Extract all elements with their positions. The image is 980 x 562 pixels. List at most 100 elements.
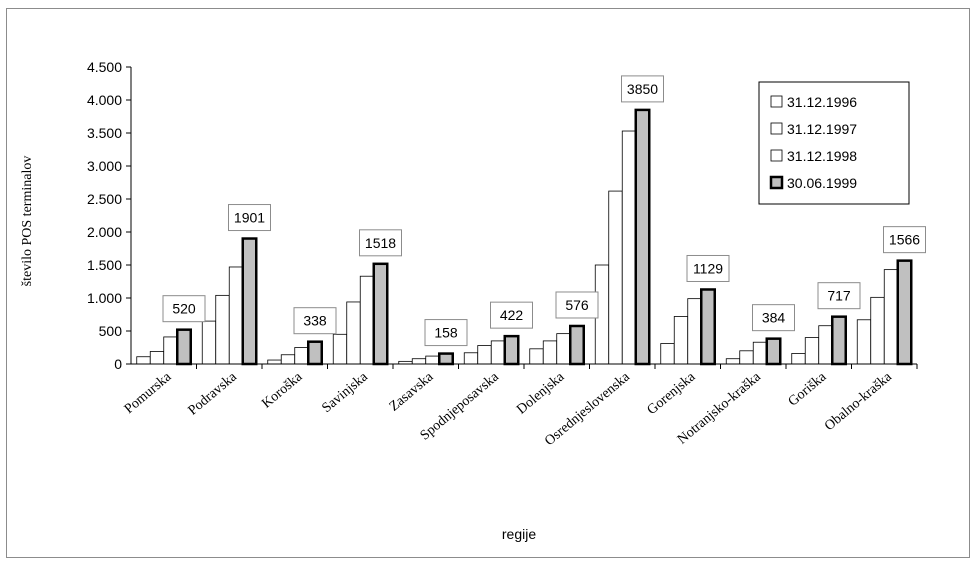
bar <box>267 359 282 365</box>
data-label-box <box>162 295 206 323</box>
bar <box>752 341 768 365</box>
bar <box>804 337 820 365</box>
y-tick-label: 2.000 <box>87 224 122 240</box>
data-label: 422 <box>500 307 524 323</box>
bar <box>136 356 151 365</box>
bar <box>294 347 309 365</box>
data-label-box <box>752 304 795 332</box>
bar <box>346 301 361 365</box>
bar <box>490 340 506 365</box>
legend: 31.12.1996 31.12.1997 31.12.1998 30.06.1999 <box>758 81 910 205</box>
y-tick-label: 4.000 <box>87 92 122 108</box>
bar <box>201 320 217 365</box>
bar <box>700 288 716 366</box>
category-label: Obalno-kraška <box>822 369 895 434</box>
bar <box>477 345 492 365</box>
data-label-box <box>424 319 468 347</box>
data-label: 1129 <box>693 260 723 276</box>
bar <box>307 340 323 366</box>
y-tick-label: 3.500 <box>87 125 122 141</box>
bar <box>372 262 389 366</box>
legend-swatch <box>770 122 783 135</box>
bar <box>870 296 885 365</box>
bar <box>438 352 454 366</box>
category-label: Dolenjska <box>514 369 568 417</box>
legend-swatch <box>770 95 783 108</box>
bar <box>831 315 847 366</box>
bar <box>163 336 178 365</box>
bar <box>765 337 782 366</box>
data-label-box <box>293 307 337 335</box>
legend-label: 31.12.1996 <box>787 94 857 110</box>
category-label: Gorenjska <box>645 369 699 418</box>
category-label: Zasavska <box>387 369 437 414</box>
data-label: 1518 <box>365 235 396 251</box>
bar <box>529 348 544 365</box>
y-tick-label: 0 <box>114 356 122 372</box>
data-label: 576 <box>565 297 589 313</box>
bar <box>332 333 348 365</box>
data-label: 1901 <box>234 210 265 226</box>
chart-frame: 0 500 1.000 1.500 2.000 2.500 3.000 3.500 4.000 4… <box>6 8 970 558</box>
y-tick-label: 3.000 <box>87 158 122 174</box>
bar <box>241 237 258 366</box>
bar <box>149 351 165 365</box>
bar <box>660 343 675 365</box>
bar <box>673 316 689 365</box>
data-label-box <box>490 301 533 329</box>
legend-label: 31.12.1998 <box>787 148 857 164</box>
bar <box>608 190 623 365</box>
bar <box>569 324 585 366</box>
data-label: 338 <box>303 313 327 329</box>
data-label: 158 <box>434 325 458 341</box>
y-tick-label: 500 <box>99 323 123 339</box>
bar <box>228 266 244 365</box>
y-tick-label: 1.000 <box>87 290 122 306</box>
bar <box>359 275 375 365</box>
bar-chart: 0 500 1.000 1.500 2.000 2.500 3.000 3.500 4.000 4… <box>20 59 926 542</box>
bar <box>621 130 637 365</box>
bar <box>411 358 427 365</box>
bar <box>503 334 520 366</box>
data-label: 384 <box>762 310 786 326</box>
data-label-box <box>555 291 599 319</box>
legend-label: 31.12.1997 <box>787 121 857 137</box>
data-label-box <box>228 204 271 232</box>
y-tick-label: 1.500 <box>87 257 122 273</box>
data-label-box <box>817 282 861 310</box>
data-label: 3850 <box>627 81 658 97</box>
data-label-box <box>621 75 664 103</box>
bar <box>818 325 833 365</box>
data-label: 717 <box>827 288 851 304</box>
category-label: Podravska <box>185 369 240 418</box>
legend-swatch <box>770 149 783 162</box>
data-label-box <box>883 226 926 254</box>
y-tick-label: 4.500 <box>87 59 122 75</box>
x-axis-title: regije <box>502 526 536 542</box>
category-label: Pomurska <box>122 369 175 417</box>
category-label: Savinjska <box>319 369 371 416</box>
data-label: 1566 <box>889 232 920 248</box>
legend-swatch <box>769 175 784 190</box>
data-label: 520 <box>172 301 196 317</box>
category-label: Koroška <box>259 369 306 411</box>
bar <box>542 340 558 365</box>
bar <box>791 353 806 365</box>
bar <box>725 358 741 365</box>
bar <box>280 354 296 365</box>
bar <box>856 319 872 365</box>
bar <box>463 352 479 365</box>
data-label-box <box>686 254 730 282</box>
bar <box>739 350 754 365</box>
data-label-box <box>359 229 402 257</box>
bar <box>687 298 702 365</box>
y-axis-title: število POS terminalov <box>20 156 35 287</box>
category-label: Goriška <box>786 369 830 409</box>
legend-box <box>758 81 910 205</box>
y-tick-label: 2.500 <box>87 191 122 207</box>
bar <box>425 355 440 365</box>
bar <box>176 328 192 366</box>
bar <box>896 259 913 366</box>
legend-label: 30.06.1999 <box>787 175 857 191</box>
bar <box>215 294 230 365</box>
